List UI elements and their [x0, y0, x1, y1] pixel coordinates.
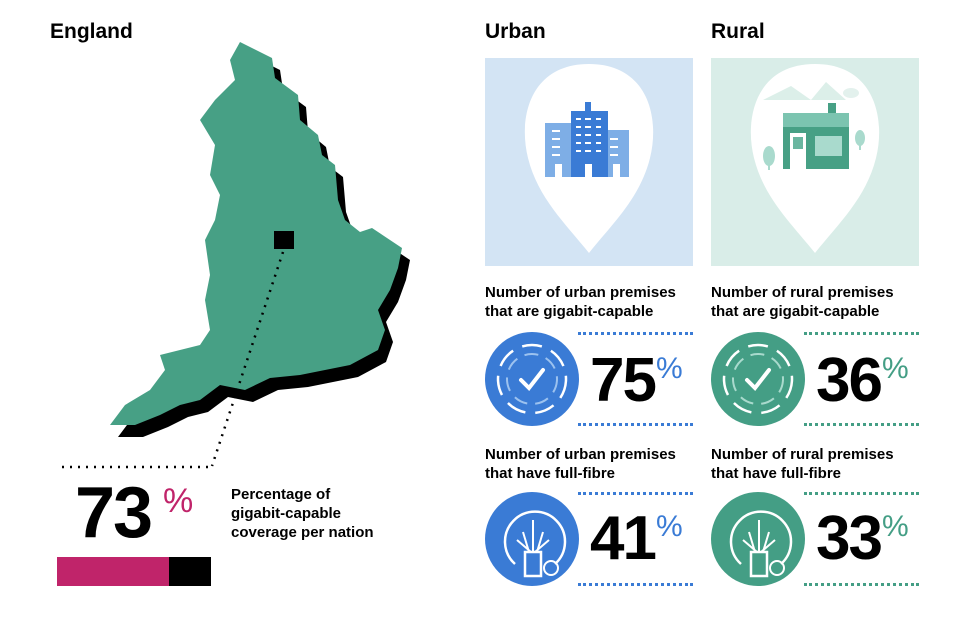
- rural-fibre-value: 33: [816, 504, 883, 573]
- urban-title: Urban: [485, 20, 546, 43]
- city-buildings-icon: [524, 64, 654, 253]
- england-title: England: [50, 20, 133, 43]
- coverage-bar: [57, 557, 211, 586]
- rural-gigabit-unit: %: [882, 352, 909, 385]
- rural-gigabit-value: 36: [816, 346, 883, 415]
- urban-gigabit-unit: %: [656, 352, 683, 385]
- rural-fibre-unit: %: [882, 510, 909, 543]
- rural-fibre-caption: Number of rural premises that have full-f…: [711, 446, 894, 482]
- divider: [578, 583, 693, 586]
- england-unit: %: [163, 482, 194, 520]
- divider: [804, 423, 919, 426]
- urban-tile: [485, 58, 693, 266]
- fibre-cable-icon: [485, 492, 579, 586]
- rural-gigabit-caption: Number of rural premises that are gigabit…: [711, 284, 894, 320]
- divider: [578, 332, 693, 335]
- urban-fibre-value: 41: [590, 504, 657, 573]
- leader-line: [210, 251, 285, 467]
- divider: [578, 423, 693, 426]
- divider: [804, 332, 919, 335]
- location-marker: [274, 231, 294, 249]
- rural-title: Rural: [711, 20, 765, 43]
- england-caption: Percentage of gigabit-capable coverage per…: [231, 486, 374, 541]
- urban-gigabit-value: 75: [590, 346, 657, 415]
- england-value: 73: [75, 473, 153, 553]
- check-circle-icon: [485, 332, 579, 426]
- urban-fibre-unit: %: [656, 510, 683, 543]
- divider: [578, 492, 693, 495]
- divider: [804, 492, 919, 495]
- england-shape: [110, 42, 402, 425]
- divider: [804, 583, 919, 586]
- rural-tile: [711, 58, 919, 266]
- coverage-bar-fill: [57, 557, 170, 586]
- urban-fibre-caption: Number of urban premises that have full-f…: [485, 446, 676, 482]
- fibre-cable-icon: [711, 492, 805, 586]
- urban-gigabit-caption: Number of urban premises that are gigabit…: [485, 284, 676, 320]
- rural-shop-icon: [750, 64, 880, 253]
- check-circle-icon: [711, 332, 805, 426]
- england-map: [62, 42, 410, 469]
